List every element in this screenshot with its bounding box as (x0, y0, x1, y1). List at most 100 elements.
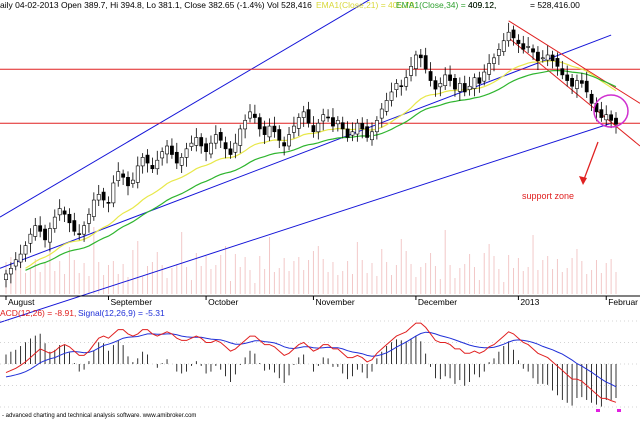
volume-bar (469, 254, 471, 294)
volume-bar (498, 269, 500, 294)
x-tick-label: Februar (608, 297, 638, 307)
candle-body (204, 143, 208, 152)
volume-bar (229, 281, 231, 294)
macd-grid (0, 320, 640, 408)
x-tick-label: December (418, 297, 457, 307)
volume-bar (244, 257, 246, 294)
candle-body (82, 225, 86, 235)
volume-bar (473, 267, 475, 294)
volume-bar (44, 262, 46, 294)
volume-bar (288, 271, 290, 294)
candle-body (62, 210, 67, 215)
candle-body (296, 117, 301, 129)
macd-label: ACD(12,26) = -8.91, (0, 308, 76, 318)
candle-body (52, 216, 57, 229)
channel-lower-line (0, 122, 612, 323)
support-lines (0, 68, 640, 124)
volume-bar (147, 266, 149, 294)
volume-bar (225, 246, 227, 294)
candle-body (326, 116, 330, 119)
candle-body (272, 125, 277, 133)
candle-body (228, 148, 233, 155)
volume-bar (556, 259, 558, 294)
candle-body (306, 109, 311, 124)
volume-bar (83, 263, 85, 294)
volume-bar (171, 268, 173, 294)
candle-body (340, 122, 345, 130)
volume-bar (98, 262, 100, 294)
volume-bar (151, 262, 153, 294)
candle-body (545, 54, 550, 61)
candle-body (252, 113, 257, 118)
candle-body (379, 108, 384, 119)
volume-bar (73, 260, 75, 294)
x-tick-label: November (315, 297, 354, 307)
candle-body (438, 83, 443, 88)
candle-body (38, 225, 43, 232)
volume-bar (176, 264, 178, 294)
candle-body (472, 77, 477, 89)
candle-body (360, 122, 365, 130)
candle-body (106, 202, 111, 204)
volume-bar (293, 261, 295, 294)
volume-bar (205, 256, 207, 294)
candle-body (399, 85, 404, 87)
candle-body (321, 114, 326, 122)
candle-body (67, 213, 72, 224)
volume-bar (137, 241, 139, 294)
channel-upper-line (0, 0, 370, 218)
candle-body (165, 145, 169, 155)
footer-credit: - advanced charting and technical analys… (2, 413, 196, 419)
volume-bar (186, 267, 188, 294)
volume-bar (337, 275, 339, 294)
candlesticks (4, 22, 618, 288)
candle-body (389, 91, 394, 101)
volume-bar (25, 273, 27, 294)
volume-bar (64, 274, 66, 294)
volume-bar (78, 273, 80, 294)
candle-body (350, 131, 355, 136)
volume-bar (527, 267, 529, 294)
volume-bar (195, 253, 197, 294)
support-arrow (582, 141, 599, 183)
candle-body (579, 80, 584, 84)
volume-bar (605, 263, 607, 294)
candle-body (23, 245, 28, 255)
candle-body (121, 173, 126, 178)
candle-body (575, 80, 579, 89)
volume-bar (156, 252, 158, 294)
volume-bar (93, 227, 95, 294)
volume-bar (68, 247, 70, 294)
volume-bar (503, 282, 505, 294)
volume-bar (552, 269, 554, 294)
volume-bar (327, 272, 329, 294)
candle-body (506, 31, 511, 42)
volume-bar (239, 267, 241, 294)
volume-bar (395, 265, 397, 294)
candle-body (394, 83, 399, 90)
candle-body (550, 54, 555, 61)
volume-bar (532, 235, 534, 294)
macd-lines (5, 322, 621, 412)
candle-body (370, 131, 374, 141)
volume-bar (508, 255, 510, 294)
volume-bar (381, 249, 383, 294)
volume-bar (493, 256, 495, 294)
volume-bar (127, 277, 129, 294)
volume-bar (595, 260, 597, 294)
candle-body (418, 54, 423, 59)
candle-body (33, 225, 38, 237)
candle-body (609, 114, 614, 121)
volume-bar (273, 272, 275, 294)
candle-body (199, 137, 204, 147)
candle-body (213, 134, 218, 144)
candle-body (560, 68, 565, 76)
volume-bar (59, 261, 61, 294)
volume-bar (439, 279, 441, 294)
candle-body (501, 40, 506, 52)
volume-bar (220, 255, 222, 294)
volume-bar (615, 272, 617, 294)
candle-body (365, 126, 370, 138)
ema-21-line (25, 60, 617, 269)
